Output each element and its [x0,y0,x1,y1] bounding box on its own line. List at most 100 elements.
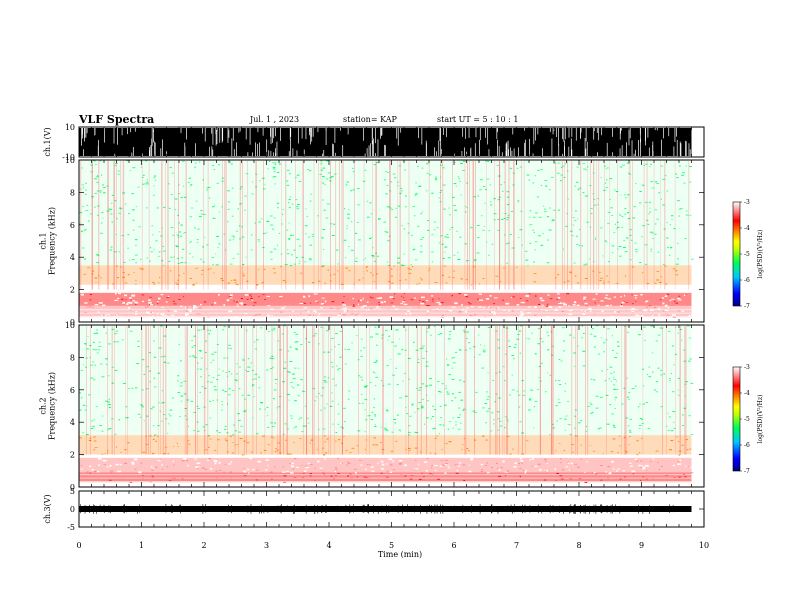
ch1-spec-speckle [415,182,417,184]
ch2-spec-speckle [273,327,276,329]
ch1-spec-speckle [563,281,566,283]
ch2-spec-speckle [627,396,630,398]
ch1-spec-hot [584,302,588,305]
ch2-spec-hot [685,465,687,467]
ch1-spec-speckle [678,208,681,210]
ch2-spec-speckle [339,356,342,358]
ch1-spec-speckle [588,258,591,260]
ch2-spec-hot [80,468,83,470]
ch2-spec-speckle [253,396,255,398]
ch1-spec-speckle [139,267,142,269]
ch2-spec-speckle [258,376,260,378]
ch2-spec-speckle [221,409,224,411]
ch1-spec-speckle [174,209,177,211]
ch1-spec-speckle [619,255,622,257]
ch1-spec-speckle [84,258,86,260]
ch2-spec-speckle [282,433,285,435]
ch2-spec-hot [622,470,626,472]
ch1-spec-speckle [492,303,496,305]
ch1-spec-speckle [572,224,575,226]
ch1-spec-hot [233,316,238,319]
ch1-spec-speckle [350,190,353,192]
ch1-spec-speckle [417,306,420,308]
ch1-spec-speckle [89,293,92,295]
ch1-spec-speckle [99,160,102,162]
ch1-spec-hot [664,295,668,297]
ch2-spec-speckle [493,419,495,421]
ch2-spec-speckle [160,420,163,422]
ch2-spec-speckle [107,428,110,430]
ch1-spec-speckle [428,270,430,272]
ch2-spec-hot [617,468,620,470]
ch1-spec-speckle [212,264,214,266]
ch2-spec-hot [468,464,471,466]
ch1-spec-speckle [331,175,334,177]
ch1-spec-speckle [317,215,319,217]
ch2-spec-speckle [359,376,363,378]
ch2-spec-speckle [223,357,226,359]
ch2-spec-speckle [638,452,641,454]
ch2-spec-speckle [605,394,609,396]
ch2-spec-speckle [337,369,339,371]
ch1-spec-speckle [305,233,307,235]
ch2-spec-speckle [611,349,614,351]
ch1-spec-hot [270,308,274,310]
ch2-spec-speckle [154,356,157,358]
ch2-spec-speckle [287,350,290,352]
ch1-spec-speckle [95,176,99,178]
ch2-spec-speckle [687,325,690,327]
ch1-spec-hot [180,305,183,307]
ch2-spec-speckle [574,415,576,417]
ch1-spec-hot [597,304,600,306]
ch2-spec-speckle [472,410,475,412]
ch1-spec-speckle [190,185,192,187]
ch1-spec-speckle [363,306,366,308]
ch1-spec-speckle [633,206,636,208]
ch1-spec-speckle [511,247,515,249]
ch1-spec-speckle [444,251,446,253]
ch1-spec-speckle [162,206,166,208]
ch2-spec-speckle [404,372,406,374]
ch2-spec-speckle [430,467,433,469]
ch2-spec-speckle [232,434,235,436]
ch1-spec-hot [605,294,609,296]
ch2-spec-speckle [611,335,614,337]
ch1-spec-hot [114,292,117,295]
ch1-spec-speckle [155,240,158,242]
ch1-spec-speckle [250,249,253,251]
ch1-spec-speckle [307,236,311,238]
ch2-spec-speckle [246,442,250,444]
ch1-spec-speckle [678,310,680,312]
ch2-spec-speckle [293,458,297,460]
ch1-spec-speckle [460,278,463,280]
ch1-spec-speckle [628,172,630,174]
ch1-spec-speckle [615,282,619,284]
ch2-spec-hot [91,468,95,471]
ch1-spec-speckle [618,245,622,247]
ch1-spec-speckle [457,259,461,261]
ch2-spec-speckle [291,373,295,375]
ch1-spec-speckle [650,248,653,250]
ch1-spec-hot [658,314,661,316]
ch2-spec-speckle [113,341,116,343]
ch1-spec-speckle [556,298,559,300]
ch1-spec-speckle [92,270,94,272]
ch2-spec-speckle [191,346,194,348]
ch1-spec-speckle [178,193,181,195]
ch2-spec-speckle [84,342,87,344]
ch1-spec-speckle [466,182,468,184]
ch1-spec-speckle [649,211,652,213]
ch1-spec-speckle [131,259,135,261]
ch1-spec-speckle [582,162,586,164]
ch1-spec-speckle [614,223,616,225]
ch1-spec-speckle [276,202,280,204]
ch2-spec-speckle [270,422,273,424]
ch2-spec-speckle [374,425,377,427]
ch1-spec-speckle [238,225,241,227]
ch2-spec-hot [519,457,523,460]
ch2-spec-speckle [577,345,579,347]
ch1-spec-hot [505,302,510,305]
ch2-spec-speckle [434,437,438,439]
ch1-spec-speckle [534,175,537,177]
ch1-spec-speckle [171,172,174,174]
